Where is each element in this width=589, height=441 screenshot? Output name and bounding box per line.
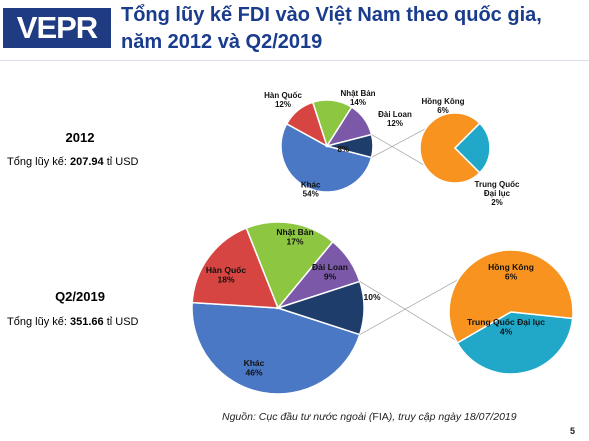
slice-label-other: 8% (338, 145, 350, 154)
pie-chart-2012 (280, 99, 491, 193)
vepr-logo: VEPR (3, 8, 111, 48)
period-2019-title: Q2/2019 (55, 289, 105, 304)
slice-label-other: 10% (363, 292, 380, 302)
pie-chart-q2-2019 (191, 221, 574, 395)
header-divider (0, 60, 589, 61)
page-title: Tổng lũy kế FDI vào Việt Nam theo quốc g… (121, 4, 542, 53)
subslice-trung-quoc-dai-luc (456, 311, 574, 375)
header: VEPR Tổng lũy kế FDI vào Việt Nam theo q… (0, 0, 589, 58)
page-number: 5 (570, 426, 576, 436)
slice-khac (280, 122, 373, 193)
slice-label-han-quoc: Hàn Quốc 18% (206, 265, 246, 285)
slice-han-quoc (191, 227, 280, 309)
slice-label-khac: Khác 54% (301, 181, 321, 199)
total-2019: Tổng lũy kế: 351.66 tỉ USD (7, 316, 139, 328)
subslice-hong-kong (448, 249, 574, 345)
subslice-label-hong-kong: Hồng Kông 6% (421, 97, 464, 115)
subslice-hong-kong (419, 112, 481, 184)
subslice-trung-quoc-dai-luc (453, 122, 491, 174)
source-note: Nguồn: Cục đầu tư nước ngoài (FIA), truy… (222, 411, 517, 423)
slice-label-dai-loan: Đài Loan 9% (312, 262, 348, 282)
slice-label-khac: Khác 46% (244, 358, 265, 378)
total-2012: Tổng lũy kế: 207.94 tỉ USD (7, 156, 139, 168)
slice-label-nhat-ban: Nhật Bản 17% (276, 227, 313, 247)
subslice-label-hong-kong: Hồng Kông 6% (488, 262, 534, 282)
subslice-label-trung-quoc-dai-luc: Trung Quốc Đại lục 2% (475, 180, 520, 207)
subslice-label-trung-quoc-dai-luc: Trung Quốc Đại lục 4% (467, 317, 545, 337)
slice-label-han-quoc: Hàn Quốc 12% (264, 91, 302, 109)
slice-khac (191, 301, 361, 395)
slice-nhat-ban (245, 221, 334, 310)
period-2012-title: 2012 (65, 130, 95, 145)
slice-label-nhat-ban: Nhật Bản 14% (340, 89, 375, 107)
slice-label-dai-loan: Đài Loan 12% (378, 110, 412, 128)
